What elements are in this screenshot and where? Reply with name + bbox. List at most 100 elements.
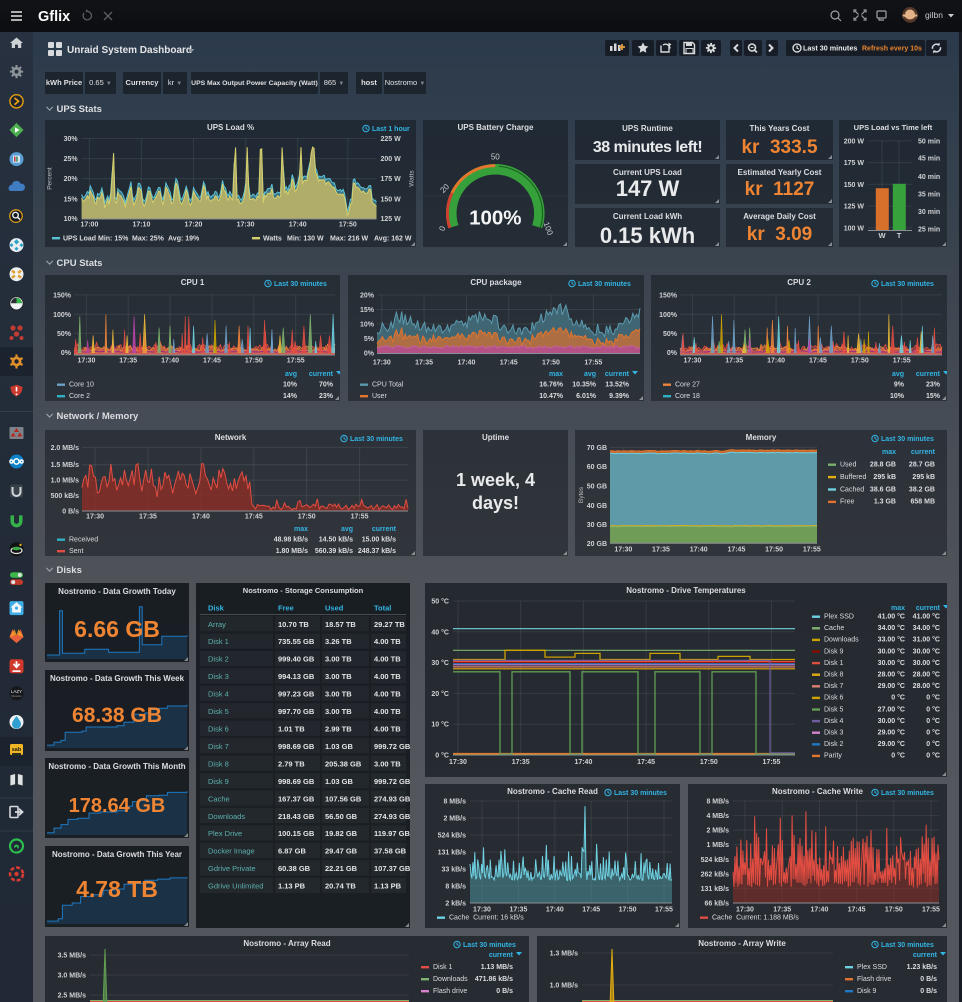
svg-text:Flash drive: Flash drive: [857, 976, 891, 983]
svg-text:Core 2: Core 2: [69, 393, 90, 400]
svg-text:10.70 TB: 10.70 TB: [278, 620, 309, 629]
svg-text:Plex SSD: Plex SSD: [857, 964, 887, 971]
svg-text:17:35: 17:35: [415, 360, 433, 367]
svg-text:999.40 GB: 999.40 GB: [278, 655, 315, 664]
svg-text:17:50: 17:50: [765, 547, 783, 554]
svg-text:Disk 5: Disk 5: [208, 707, 229, 716]
svg-text:2.99 TB: 2.99 TB: [325, 725, 352, 734]
svg-text:107.37 GB: 107.37 GB: [374, 864, 410, 873]
svg-text:150 W: 150 W: [381, 197, 402, 204]
svg-text:50 °C: 50 °C: [431, 598, 449, 606]
svg-text:997.70 GB: 997.70 GB: [278, 707, 315, 716]
svg-text:current: current: [916, 605, 941, 612]
svg-text:Disk 7: Disk 7: [824, 683, 844, 690]
svg-text:Disk 2: Disk 2: [208, 655, 229, 664]
svg-text:1.0 MB/s: 1.0 MB/s: [51, 478, 80, 485]
svg-text:29.00 °C: 29.00 °C: [878, 740, 905, 748]
svg-text:10.47%: 10.47%: [539, 393, 564, 400]
svg-text:30.00 °C: 30.00 °C: [913, 659, 940, 667]
svg-text:1.5 MB/s: 1.5 MB/s: [51, 462, 80, 469]
svg-text:15%: 15%: [926, 393, 941, 400]
svg-text:4.00 TB: 4.00 TB: [374, 707, 401, 716]
svg-text:50 GB: 50 GB: [587, 484, 607, 491]
svg-text:Disk 1: Disk 1: [433, 964, 453, 971]
svg-text:Watts: Watts: [263, 236, 282, 243]
svg-text:28.00 °C: 28.00 °C: [913, 682, 940, 690]
svg-text:30 °C: 30 °C: [431, 659, 449, 667]
svg-text:524 kB/s: 524 kB/s: [438, 833, 467, 840]
svg-text:0 B/s: 0 B/s: [496, 988, 513, 995]
svg-text:Disk 6: Disk 6: [208, 725, 229, 734]
svg-text:current: current: [916, 371, 941, 378]
svg-text:Buffered: Buffered: [840, 474, 866, 481]
svg-text:Last 30 minutes: Last 30 minutes: [463, 942, 516, 949]
svg-text:17:30: 17:30: [237, 222, 255, 229]
svg-text:20%: 20%: [360, 293, 375, 300]
svg-text:31.00 °C: 31.00 °C: [913, 636, 940, 644]
svg-text:9%: 9%: [894, 382, 905, 389]
svg-text:4.00 TB: 4.00 TB: [374, 637, 401, 646]
svg-text:17:55: 17:55: [763, 759, 781, 766]
svg-text:Min: 130 W: Min: 130 W: [287, 236, 324, 243]
svg-text:Gflix: Gflix: [38, 9, 70, 25]
svg-text:998.69 GB: 998.69 GB: [278, 777, 315, 786]
svg-text:38.2 GB: 38.2 GB: [909, 486, 935, 493]
svg-text:3.00 TB: 3.00 TB: [325, 690, 352, 699]
svg-text:17:55: 17:55: [922, 907, 940, 914]
svg-text:295 kB: 295 kB: [873, 474, 896, 481]
svg-text:Downloads: Downloads: [208, 812, 245, 821]
svg-text:17:55: 17:55: [351, 514, 369, 521]
svg-text:17:40: 17:40: [574, 759, 592, 766]
svg-text:Percent: Percent: [47, 167, 54, 190]
svg-text:17:40: 17:40: [457, 360, 475, 367]
svg-text:17:30: 17:30: [373, 360, 391, 367]
svg-text:Plex Drive: Plex Drive: [208, 829, 242, 838]
svg-text:Disk 3: Disk 3: [824, 730, 844, 737]
svg-text:0%: 0%: [667, 350, 678, 357]
svg-text:1 MB/s: 1 MB/s: [706, 842, 729, 849]
svg-text:30%: 30%: [64, 136, 79, 143]
svg-text:Disk 7: Disk 7: [208, 742, 229, 751]
svg-text:avg: avg: [584, 371, 596, 378]
svg-text:Gdrive Private: Gdrive Private: [208, 864, 256, 873]
svg-text:Cache: Cache: [824, 625, 844, 632]
svg-text:2.0 MB/s: 2.0 MB/s: [51, 445, 80, 452]
svg-text:4.00 TB: 4.00 TB: [374, 655, 401, 664]
svg-text:167.37 GB: 167.37 GB: [278, 794, 315, 803]
svg-text:997.23 GB: 997.23 GB: [278, 690, 315, 699]
svg-text:Used: Used: [840, 462, 856, 469]
svg-text:0 °C: 0 °C: [891, 752, 905, 760]
svg-text:66 kB/s: 66 kB/s: [704, 901, 729, 908]
svg-text:Gdrive Unlimited: Gdrive Unlimited: [208, 882, 263, 891]
svg-text:17:40: 17:40: [161, 358, 179, 365]
svg-text:17:50: 17:50: [298, 514, 316, 521]
svg-text:0%: 0%: [364, 351, 375, 358]
svg-text:current: current: [372, 526, 397, 533]
svg-text:Disk 3: Disk 3: [208, 672, 229, 681]
svg-text:Total: Total: [374, 604, 391, 613]
svg-text:Disk 4: Disk 4: [208, 690, 229, 699]
svg-text:Disk 9: Disk 9: [824, 648, 844, 655]
svg-text:40 GB: 40 GB: [587, 503, 607, 510]
svg-text:Avg: 162 W: Avg: 162 W: [374, 236, 412, 243]
svg-text:1.03 GB: 1.03 GB: [325, 777, 354, 786]
svg-text:10%: 10%: [360, 322, 375, 329]
svg-text:Disk 8: Disk 8: [208, 759, 229, 768]
svg-text:17:45: 17:45: [809, 358, 827, 365]
svg-text:37.58 GB: 37.58 GB: [374, 847, 407, 856]
svg-text:17:50: 17:50: [339, 222, 357, 229]
svg-text:100.15 GB: 100.15 GB: [278, 829, 315, 838]
svg-text:17:30: 17:30: [614, 547, 632, 554]
svg-text:3.00 TB: 3.00 TB: [325, 707, 352, 716]
svg-text:Last 30 minutes: Last 30 minutes: [881, 942, 934, 949]
svg-text:38.6 GB: 38.6 GB: [870, 486, 896, 493]
svg-text:Core 27: Core 27: [675, 382, 700, 389]
svg-text:0 °C: 0 °C: [926, 694, 940, 702]
svg-text:17:50: 17:50: [619, 907, 637, 914]
svg-text:658 MB: 658 MB: [910, 499, 935, 506]
svg-text:10%: 10%: [64, 216, 79, 223]
svg-text:0 °C: 0 °C: [926, 729, 940, 737]
svg-text:avg: avg: [341, 526, 353, 533]
svg-text:1.3 MB/s: 1.3 MB/s: [550, 951, 579, 958]
svg-text:Downloads: Downloads: [433, 976, 468, 983]
